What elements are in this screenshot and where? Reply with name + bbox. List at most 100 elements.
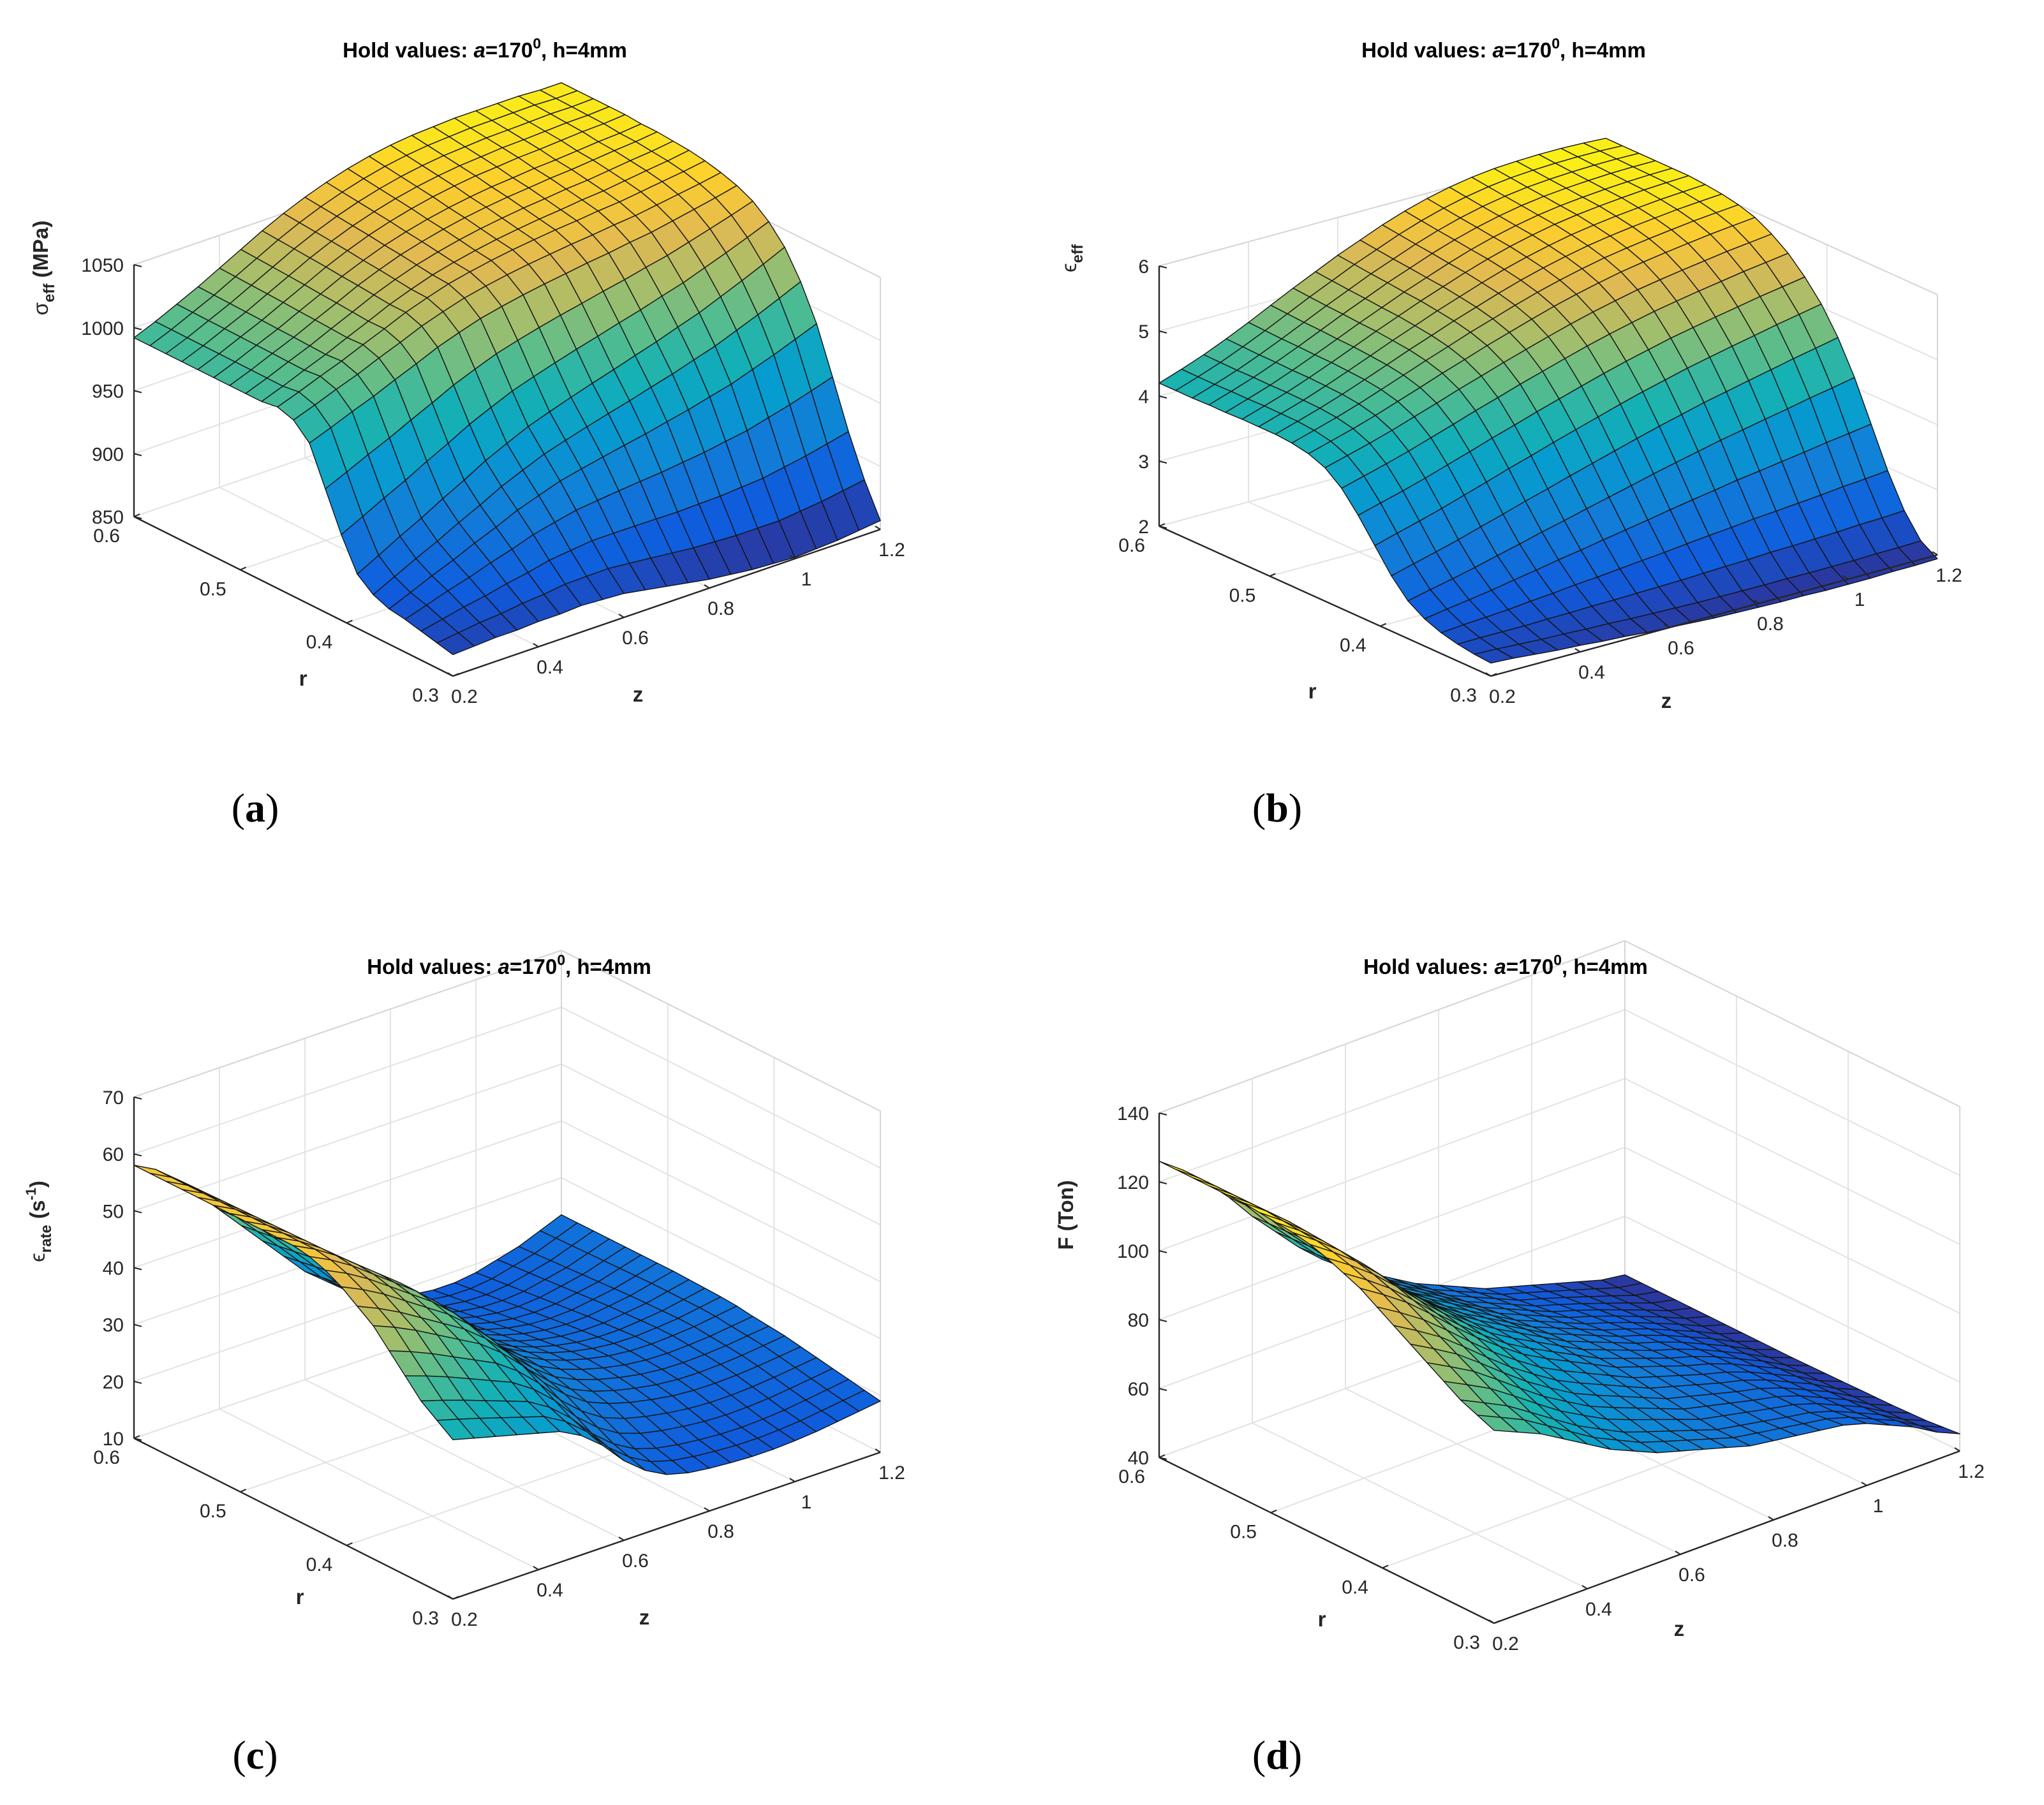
z-tick-label: 80 — [1128, 1310, 1149, 1331]
grid-line — [133, 1177, 562, 1325]
y-tick — [1269, 573, 1276, 577]
axis-line — [133, 1437, 454, 1600]
chart-title: Hold values: a=1700, h=4mm — [367, 952, 651, 978]
z-tick — [133, 390, 142, 394]
x-tick-label: 1 — [1855, 589, 1865, 610]
x-tick-label: 0.8 — [1772, 1530, 1798, 1551]
z-axis-title: ϵeff — [1057, 244, 1086, 272]
y-tick — [240, 566, 247, 571]
z-tick-label: 850 — [92, 507, 124, 528]
grid-line — [1624, 1147, 1960, 1314]
x-tick — [1581, 1585, 1588, 1589]
x-tick — [1842, 575, 1849, 580]
z-tick-label: 2 — [1138, 517, 1149, 538]
grid-lines — [1159, 940, 1960, 1624]
x-axis-title: z — [1661, 689, 1672, 712]
caption-d: (d) — [1252, 1732, 1303, 1778]
z-tick — [1159, 526, 1167, 529]
y-tick-label: 0.6 — [1118, 1466, 1145, 1487]
surface-cell — [1477, 1415, 1518, 1433]
z-tick-label: 40 — [103, 1258, 124, 1279]
z-axis-title: F (Ton) — [1054, 1180, 1078, 1249]
y-tick — [452, 1596, 459, 1600]
axis-labels: 0.20.40.60.811.20.30.40.50.6850900950100… — [29, 35, 905, 707]
x-tick-label: 1 — [801, 1492, 812, 1513]
grid-line — [561, 1177, 881, 1339]
y-tick — [133, 513, 140, 517]
surface-mesh — [133, 1165, 881, 1475]
surface-chart-a: 0.20.40.60.811.20.30.40.50.6850900950100… — [29, 35, 905, 707]
x-tick-label: 0.4 — [1578, 662, 1605, 683]
x-tick-label: 0.2 — [451, 686, 478, 707]
x-tick — [533, 643, 539, 647]
x-tick — [704, 1507, 710, 1512]
y-tick-label: 0.3 — [1450, 685, 1477, 706]
x-tick-label: 0.6 — [1678, 1565, 1705, 1586]
grid-line — [1159, 1147, 1626, 1320]
surface-chart-c: 0.20.40.60.811.20.30.40.50.6102030405060… — [23, 950, 905, 1630]
x-tick-label: 0.2 — [1489, 686, 1516, 707]
y-tick — [1382, 1565, 1389, 1569]
x-tick-label: 0.8 — [1757, 614, 1784, 635]
surface-chart-d: 0.20.40.60.811.20.30.40.50.6406080100120… — [1054, 940, 1985, 1654]
chart-title: Hold values: a=1700, h=4mm — [343, 35, 627, 62]
grid-line — [133, 1063, 562, 1212]
y-tick-label: 0.3 — [412, 1608, 439, 1629]
surface-cell — [1474, 648, 1514, 664]
z-tick-label: 10 — [103, 1429, 124, 1450]
z-tick — [133, 1096, 142, 1100]
axis-line — [452, 528, 881, 677]
grid-line — [133, 1120, 562, 1269]
surface-mesh — [1159, 1160, 1960, 1454]
y-tick — [1380, 623, 1387, 627]
x-tick-label: 0.6 — [622, 628, 649, 649]
z-tick-label: 5 — [1138, 321, 1149, 343]
x-tick — [875, 1448, 881, 1453]
x-tick-label: 0.2 — [1492, 1633, 1519, 1654]
surface-cell — [436, 1418, 475, 1440]
y-tick — [346, 1542, 353, 1546]
z-tick — [1159, 1181, 1167, 1184]
surface-mesh — [133, 82, 881, 656]
grid-line — [219, 1408, 539, 1570]
grid-line — [133, 1234, 562, 1382]
x-tick — [1488, 1619, 1495, 1624]
grid-line — [1624, 1078, 1960, 1245]
caption-b: (b) — [1252, 785, 1303, 830]
y-tick-label: 0.3 — [412, 685, 439, 706]
y-axis-title: r — [296, 1585, 304, 1609]
caption-c: (c) — [232, 1732, 278, 1778]
x-tick — [447, 1595, 454, 1600]
z-tick — [133, 1210, 142, 1214]
x-tick — [1753, 600, 1759, 604]
axes — [133, 1096, 881, 1600]
chart-title: Hold values: a=1700, h=4mm — [1361, 35, 1646, 62]
z-tick-label: 60 — [103, 1144, 124, 1165]
y-tick — [1270, 1509, 1277, 1514]
x-tick-label: 1.2 — [878, 540, 905, 561]
chart-panel-d: 0.2 0.4 0.6 0.8 1 1.2 0.3 0.4 0.5 0.6 40 60 80 100 120… — [1022, 902, 2044, 1805]
z-tick-label: 1000 — [81, 318, 124, 339]
z-tick — [133, 1380, 142, 1384]
axis-line — [133, 515, 454, 677]
z-tick — [133, 1153, 142, 1157]
z-tick — [133, 516, 142, 519]
x-tick-label: 0.4 — [1585, 1599, 1612, 1620]
x-tick — [618, 614, 625, 618]
z-tick — [1159, 330, 1167, 334]
box-edge — [1159, 940, 1626, 1114]
y-tick-label: 0.4 — [306, 632, 333, 653]
x-tick-label: 0.4 — [537, 657, 563, 678]
z-tick — [1159, 1250, 1167, 1253]
z-tick-label: 140 — [1117, 1103, 1149, 1124]
axis-line — [1159, 525, 1492, 677]
y-tick — [133, 1435, 140, 1439]
box-edge — [1624, 940, 1960, 1107]
x-tick-label: 0.2 — [451, 1609, 478, 1630]
grid-line — [561, 1006, 881, 1169]
x-tick-label: 0.6 — [622, 1551, 649, 1572]
x-tick — [789, 1478, 796, 1482]
x-tick — [618, 1536, 625, 1541]
z-tick — [133, 264, 142, 267]
